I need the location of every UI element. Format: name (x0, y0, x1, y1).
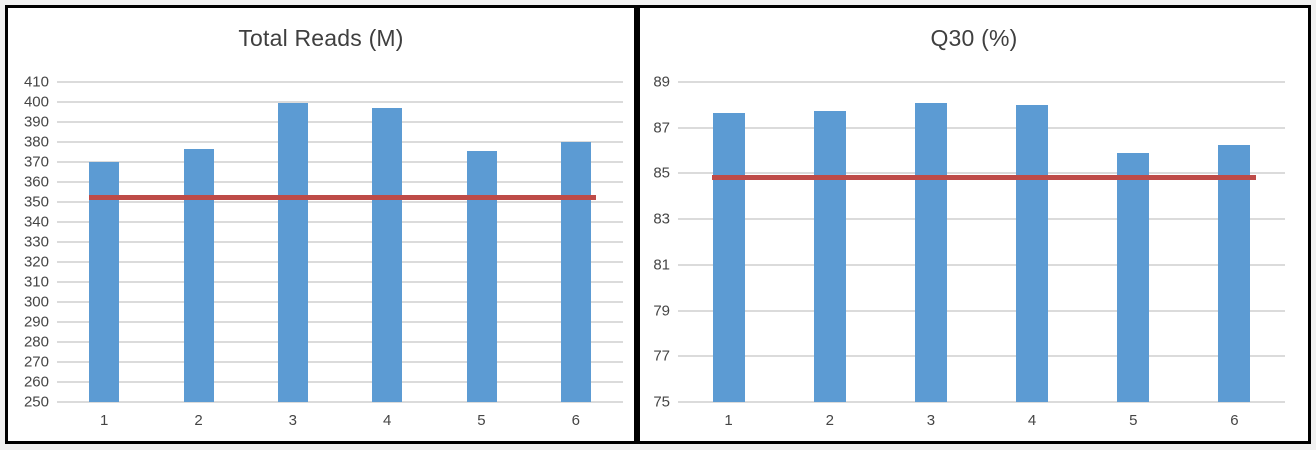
gridline (57, 101, 623, 103)
bar-category-6 (1218, 145, 1250, 402)
gridline (57, 121, 623, 123)
y-tick-label: 410 (23, 73, 49, 91)
x-tick-label: 6 (1230, 412, 1239, 429)
y-tick-label: 290 (23, 313, 49, 331)
y-tick-label: 85 (653, 164, 670, 182)
x-tick-label: 2 (825, 412, 834, 429)
gridline (57, 221, 623, 223)
y-tick-label: 75 (653, 393, 670, 411)
gridline (57, 241, 623, 243)
gridline (57, 181, 623, 183)
gridline (57, 321, 623, 323)
bar-category-5 (467, 151, 497, 402)
y-tick-label: 280 (23, 333, 49, 351)
gridline (678, 81, 1285, 83)
reference-line (711, 175, 1256, 180)
x-tick-label: 3 (288, 412, 297, 429)
total-reads-chart-panel: Total Reads (M) 410 400 390 380 370 360 350 340… (5, 5, 637, 444)
bar-category-4 (1016, 105, 1048, 402)
gridline (57, 81, 623, 83)
y-axis-labels: 89 87 85 83 81 79 77 75 (640, 74, 670, 411)
bar-category-3 (915, 103, 947, 402)
x-axis-labels: 1 2 3 4 5 6 (57, 408, 623, 434)
chart-title-q30: Q30 (%) (930, 25, 1018, 51)
x-axis-labels: 1 2 3 4 5 6 (678, 408, 1285, 434)
reference-line (88, 195, 596, 200)
gridline (678, 401, 1285, 403)
gridline (678, 126, 1285, 129)
x-tick-label: 6 (571, 412, 580, 429)
y-tick-label: 87 (653, 119, 670, 137)
gridline (678, 218, 1285, 221)
gridline (57, 141, 623, 143)
gridline (57, 401, 623, 403)
y-tick-label: 350 (23, 193, 49, 211)
bar-category-2 (814, 111, 846, 402)
chart-title-total-reads: Total Reads (M) (238, 25, 404, 51)
plot-area (57, 81, 623, 403)
y-axis-labels: 410 400 390 380 370 360 350 340 330 320 310 300 290 2… (8, 74, 49, 411)
x-tick-label: 5 (1129, 412, 1138, 429)
y-tick-label: 390 (23, 113, 49, 131)
y-tick-label: 320 (23, 253, 49, 271)
y-tick-label: 81 (653, 256, 670, 274)
bar-category-3 (278, 103, 308, 402)
y-tick-label: 310 (23, 273, 49, 291)
y-tick-label: 370 (23, 153, 49, 171)
x-tick-label: 1 (724, 412, 733, 429)
gridline (57, 201, 623, 203)
gridline (57, 261, 623, 263)
y-tick-label: 300 (23, 293, 49, 311)
y-tick-label: 270 (23, 353, 49, 371)
bar-category-4 (372, 108, 402, 402)
y-tick-label: 83 (653, 210, 670, 228)
y-tick-label: 400 (23, 93, 49, 111)
gridline (57, 301, 623, 303)
y-tick-label: 380 (23, 133, 49, 151)
bar-category-5 (1117, 153, 1149, 402)
x-tick-label: 3 (926, 412, 936, 429)
y-tick-label: 89 (653, 73, 670, 91)
x-tick-label: 1 (99, 412, 109, 429)
q30-chart-panel: Q30 (%) 89 87 85 83 81 79 77 75 1 2 3 4 5 6 (637, 5, 1311, 444)
x-tick-label: 4 (382, 412, 392, 429)
x-tick-label: 5 (477, 412, 486, 429)
gridline (57, 381, 623, 383)
bar-category-6 (561, 142, 591, 402)
x-tick-label: 4 (1027, 412, 1037, 429)
y-tick-label: 77 (653, 347, 670, 365)
bar-category-1 (713, 113, 745, 402)
bar-category-1 (89, 162, 119, 402)
gridline (57, 341, 623, 343)
gridline (57, 161, 623, 163)
gridline (678, 172, 1285, 175)
y-tick-label: 360 (23, 173, 49, 191)
y-tick-label: 340 (23, 213, 49, 231)
plot-area (678, 81, 1285, 403)
y-tick-label: 250 (23, 393, 49, 411)
bar-category-2 (184, 149, 214, 402)
gridline (57, 361, 623, 363)
gridline (678, 263, 1285, 266)
gridline (678, 355, 1285, 358)
gridline (678, 309, 1285, 312)
y-tick-label: 79 (653, 302, 670, 320)
y-tick-label: 260 (23, 373, 49, 391)
gridline (57, 281, 623, 283)
y-tick-label: 330 (23, 233, 49, 251)
x-tick-label: 2 (194, 412, 203, 429)
